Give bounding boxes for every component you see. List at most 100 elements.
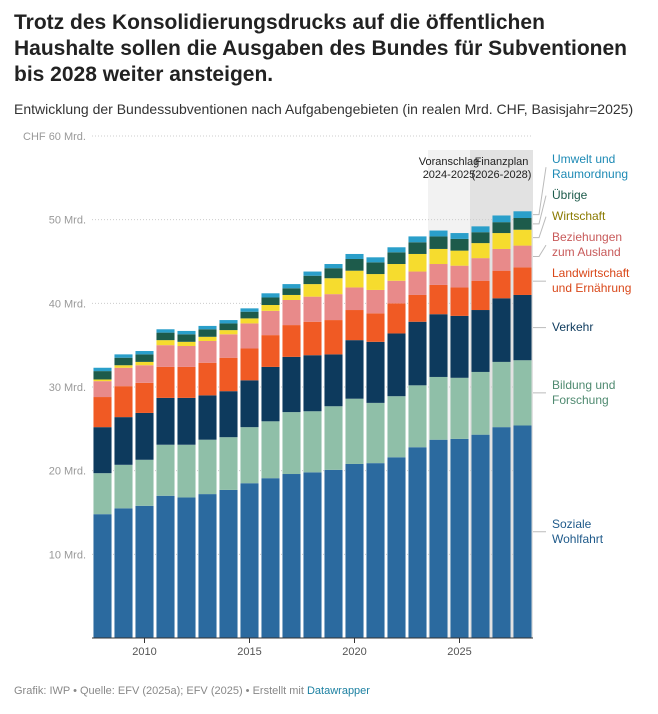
bar-segment <box>114 386 133 418</box>
bar-segment <box>156 366 175 398</box>
bar-segment <box>261 305 280 311</box>
bar-segment <box>450 287 469 316</box>
bar-segment <box>303 321 322 356</box>
bar-segment <box>345 270 364 288</box>
footer-link[interactable]: Datawrapper <box>306 685 370 697</box>
bar-segment <box>282 412 301 475</box>
bar-segment <box>513 267 532 295</box>
bar-segment <box>387 333 406 397</box>
bar-segment <box>408 385 427 448</box>
legend-label: Soziale Wohlfahrt <box>552 516 604 546</box>
chart-subtitle: Entwicklung der Bundessubventionen nach … <box>14 101 634 117</box>
bar-segment <box>282 474 301 638</box>
bar-segment <box>387 280 406 304</box>
bar-segment <box>93 514 112 638</box>
bar-segment <box>93 367 112 372</box>
bar-segment <box>345 340 364 399</box>
bar-segment <box>240 318 259 324</box>
bar-segment <box>324 469 343 638</box>
bar-segment <box>471 310 490 372</box>
bar-segment <box>240 323 259 349</box>
bar-segment <box>303 284 322 297</box>
bar-segment <box>114 367 133 387</box>
bar-segment <box>219 334 238 358</box>
bar-segment <box>387 264 406 281</box>
bar-segment <box>450 265 469 288</box>
bar-segment <box>177 366 196 398</box>
bar-segment <box>93 397 112 428</box>
bar-segment <box>93 371 112 380</box>
bar-segment <box>219 437 238 490</box>
bar-segment <box>282 356 301 413</box>
bar-segment <box>303 271 322 276</box>
bar-segment <box>387 396 406 458</box>
bar-segment <box>408 321 427 386</box>
bar-segment <box>429 284 448 315</box>
y-tick-label: CHF 60 Mrd. <box>23 131 86 143</box>
bar-segment <box>429 439 448 638</box>
bar-segment <box>429 264 448 285</box>
bar-segment <box>345 287 364 311</box>
bar-segment <box>261 421 280 479</box>
bar-segment <box>261 297 280 306</box>
legend-connector <box>533 216 547 239</box>
bar-segment <box>450 233 469 239</box>
bar-segment <box>219 320 238 324</box>
bar-segment <box>345 398 364 464</box>
bar-segment <box>450 438 469 638</box>
bar-segment <box>93 379 112 382</box>
bar-segment <box>408 253 427 272</box>
bar-segment <box>471 226 490 233</box>
legend-label: Wirtschaft <box>552 209 606 224</box>
bar-segment <box>156 345 175 367</box>
bar-segment <box>93 381 112 398</box>
bar-segment <box>450 377 469 439</box>
bar-segment <box>282 325 301 357</box>
bar-segment <box>198 329 217 337</box>
bar-segment <box>282 284 301 289</box>
bar-segment <box>135 505 154 638</box>
bar-segment <box>135 361 154 366</box>
bar-segment <box>366 257 385 263</box>
bar-segment <box>387 303 406 334</box>
bar-segment <box>513 360 532 426</box>
bar-segment <box>198 362 217 396</box>
bar-segment <box>219 357 238 392</box>
bar-segment <box>366 341 385 403</box>
bar-segment <box>324 268 343 279</box>
bar-segment <box>198 439 217 495</box>
bar-segment <box>156 340 175 346</box>
bar-segment <box>135 351 154 355</box>
bar-segment <box>219 323 238 331</box>
bar-segment <box>177 397 196 445</box>
bar-segment <box>135 354 154 362</box>
bar-segment <box>240 483 259 638</box>
legend-connector <box>533 244 547 257</box>
bar-segment <box>366 274 385 290</box>
bar-segment <box>240 348 259 381</box>
bar-segment <box>387 457 406 638</box>
bar-segment <box>345 258 364 271</box>
bar-segment <box>114 365 133 368</box>
band-label: Finanzplan (2026-2028) <box>471 156 532 181</box>
bar-segment <box>303 275 322 285</box>
bar-segment <box>240 427 259 484</box>
bar-segment <box>135 459 154 506</box>
bar-segment <box>471 232 490 244</box>
legend-label: Umwelt und Raumordnung <box>552 152 629 182</box>
bar-segment <box>345 463 364 638</box>
bar-segment <box>135 382 154 413</box>
legend-label: Übrige <box>552 188 588 203</box>
bar-segment <box>408 271 427 295</box>
bar-segment <box>261 478 280 638</box>
footer: Grafik: IWP • Quelle: EFV (2025a); EFV (… <box>14 685 370 697</box>
bar-segment <box>345 310 364 341</box>
bar-segment <box>282 288 301 295</box>
bar-segment <box>93 473 112 515</box>
bar-segment <box>177 341 196 347</box>
bar-segment <box>450 315 469 378</box>
bar-segment <box>492 361 511 428</box>
bar-segment <box>114 464 133 509</box>
bar-segment <box>261 366 280 422</box>
